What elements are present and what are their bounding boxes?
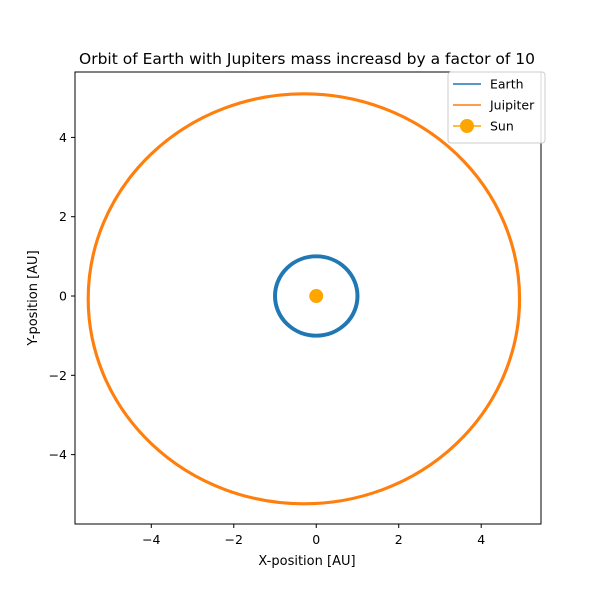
- x-tick-label: −2: [225, 532, 243, 547]
- legend-item-earth: Earth: [453, 77, 524, 92]
- legend: Earth Juipiter Sun: [447, 71, 546, 144]
- juipiter-orbit-loop: [87, 93, 521, 505]
- legend-label-earth: Earth: [490, 77, 524, 92]
- earth-orbit-loop: [275, 256, 357, 336]
- juipiter-orbit-loop: [88, 93, 520, 504]
- earth-orbit-loop: [274, 255, 359, 337]
- legend-marker-sun: [460, 119, 474, 133]
- x-tick-label: 0: [312, 532, 320, 547]
- y-axis-label: Y-position [AU]: [26, 250, 41, 346]
- x-tick-label: −4: [142, 532, 160, 547]
- earth-orbit-line: [273, 254, 360, 338]
- axes-frame: [74, 71, 542, 525]
- axis-ticks: −4 −2 0 2 4 −4 −2 0 2 4: [49, 130, 486, 547]
- juipiter-orbit-line: [86, 92, 522, 506]
- legend-label-juipiter: Juipiter: [489, 98, 535, 113]
- x-tick-label: 4: [477, 532, 485, 547]
- y-tick-label: 4: [59, 130, 67, 145]
- y-tick-label: 0: [59, 289, 67, 304]
- sun-marker: [309, 289, 324, 304]
- y-tick-label: −4: [49, 447, 67, 462]
- x-axis-label: X-position [AU]: [258, 554, 355, 569]
- x-tick-label: 2: [395, 532, 403, 547]
- juipiter-orbit-loop: [86, 92, 522, 506]
- y-tick-label: 2: [59, 209, 67, 224]
- legend-label-sun: Sun: [490, 119, 514, 134]
- y-tick-label: −2: [49, 368, 67, 383]
- earth-orbit-loop: [273, 254, 360, 338]
- legend-item-juipiter: Juipiter: [453, 98, 535, 113]
- chart-title: Orbit of Earth with Jupiters mass increa…: [79, 50, 535, 68]
- plot-area: [86, 92, 522, 506]
- legend-item-sun: Sun: [453, 119, 514, 134]
